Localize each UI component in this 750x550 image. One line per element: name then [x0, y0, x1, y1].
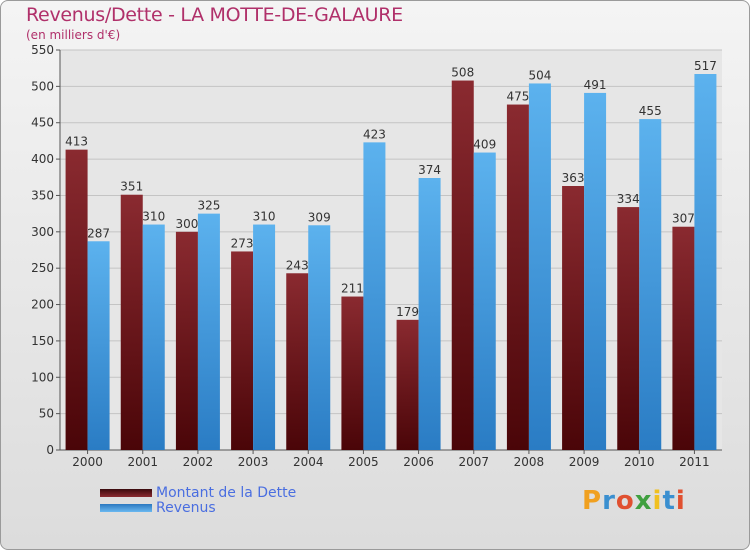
bar-revenus	[87, 241, 110, 450]
bar-revenus	[197, 213, 220, 450]
bar-revenus	[584, 92, 607, 450]
x-tick-label: 2010	[624, 455, 655, 469]
x-tick-label: 2000	[72, 455, 103, 469]
data-label: 517	[694, 59, 717, 73]
y-tick-label: 50	[39, 407, 54, 421]
x-tick-label: 2006	[403, 455, 434, 469]
data-label: 179	[396, 305, 419, 319]
bar-dette	[562, 186, 585, 450]
y-tick-label: 150	[31, 334, 54, 348]
data-label: 504	[528, 68, 551, 82]
bar-revenus	[363, 142, 386, 450]
x-tick-label: 2002	[183, 455, 214, 469]
data-label: 491	[584, 78, 607, 92]
data-label: 300	[175, 217, 198, 231]
bar-dette	[120, 194, 143, 450]
x-tick-label: 2008	[514, 455, 545, 469]
y-tick-label: 100	[31, 370, 54, 384]
proxiti-logo: Proxiti	[582, 486, 686, 516]
y-tick-label: 450	[31, 116, 54, 130]
bar-revenus	[418, 178, 441, 450]
bar-dette	[231, 251, 254, 450]
bar-revenus	[528, 83, 551, 451]
data-label: 409	[473, 138, 496, 152]
logo-letter: i	[675, 486, 686, 516]
bar-dette	[286, 273, 309, 450]
bar-dette	[175, 231, 198, 450]
y-tick-label: 400	[31, 152, 54, 166]
bar-revenus	[253, 224, 276, 450]
x-tick-label: 2009	[569, 455, 600, 469]
data-label: 310	[142, 210, 165, 224]
plot-area	[60, 50, 722, 450]
bar-revenus	[308, 225, 331, 450]
legend-label-revenus: Revenus	[156, 500, 216, 516]
legend-swatch-revenus	[100, 504, 152, 512]
data-label: 413	[65, 135, 88, 149]
data-label: 287	[87, 226, 110, 240]
y-tick-label: 350	[31, 188, 54, 202]
y-tick-label: 550	[31, 43, 54, 57]
bar-revenus	[639, 119, 662, 450]
data-label: 325	[197, 199, 220, 213]
bar-dette	[617, 207, 640, 450]
chart-subtitle: (en milliers d'€)	[26, 28, 121, 42]
y-tick-label: 300	[31, 225, 54, 239]
data-label: 273	[231, 236, 254, 250]
logo-letter: i	[652, 486, 663, 516]
data-label: 351	[120, 180, 143, 194]
bar-revenus	[473, 152, 496, 450]
logo-letter: t	[662, 486, 676, 516]
data-label: 423	[363, 127, 386, 141]
data-label: 243	[286, 258, 309, 272]
bar-dette	[506, 104, 529, 450]
data-label: 309	[308, 210, 331, 224]
data-label: 307	[672, 212, 695, 226]
x-tick-label: 2001	[127, 455, 158, 469]
y-tick-label: 0	[46, 443, 54, 457]
x-tick-label: 2011	[679, 455, 710, 469]
data-label: 374	[418, 163, 441, 177]
data-label: 211	[341, 282, 364, 296]
logo-letter: P	[582, 486, 603, 516]
y-tick-label: 200	[31, 298, 54, 312]
bar-revenus	[142, 224, 165, 450]
legend-label-dette: Montant de la Dette	[156, 485, 297, 501]
logo-letter: x	[634, 486, 653, 516]
data-label: 310	[253, 210, 276, 224]
data-label: 363	[562, 171, 585, 185]
data-label: 508	[451, 66, 474, 80]
bar-revenus	[694, 74, 717, 450]
data-label: 455	[639, 104, 662, 118]
bar-dette	[65, 149, 88, 451]
bar-dette	[396, 319, 419, 450]
bar-dette	[341, 296, 364, 450]
y-tick-label: 500	[31, 79, 54, 93]
logo-letter: r	[602, 486, 616, 516]
x-tick-label: 2005	[348, 455, 379, 469]
legend-swatch-dette	[100, 489, 152, 497]
data-label: 475	[506, 90, 529, 104]
x-tick-label: 2003	[238, 455, 269, 469]
chart-title: Revenus/Dette - LA MOTTE-DE-GALAURE	[26, 4, 403, 26]
bar-dette	[672, 226, 695, 450]
bar-dette	[451, 80, 474, 450]
x-tick-label: 2007	[458, 455, 489, 469]
y-tick-label: 250	[31, 261, 54, 275]
data-label: 334	[617, 192, 640, 206]
logo-letter: o	[615, 486, 635, 516]
x-tick-label: 2004	[293, 455, 324, 469]
